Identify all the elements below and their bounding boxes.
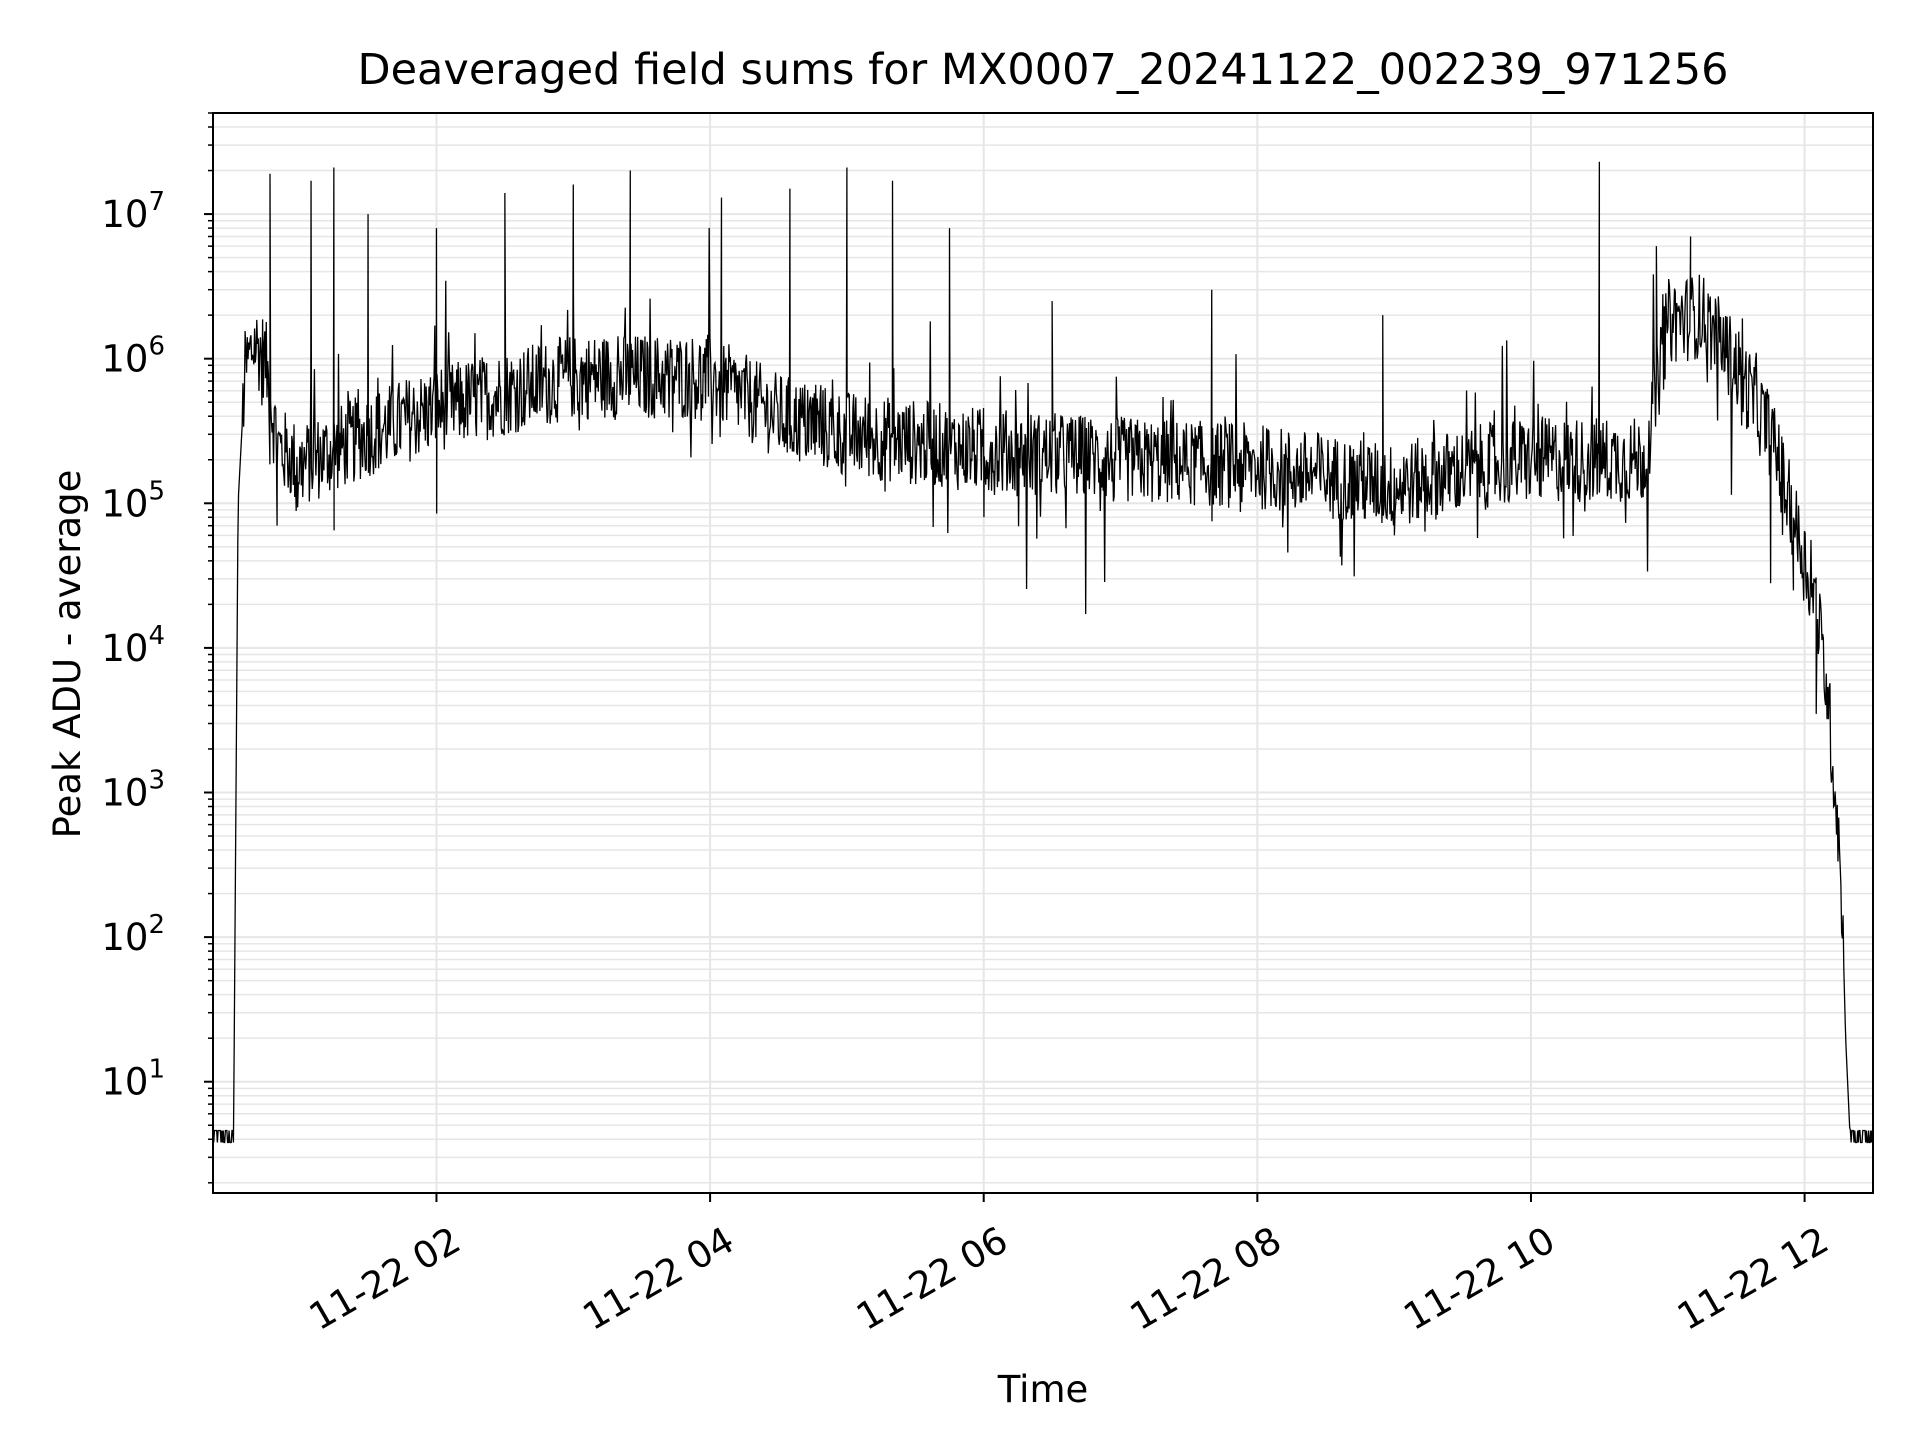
y-tick-label: 103 (101, 766, 165, 815)
y-axis-label: Peak ADU - average (46, 470, 89, 839)
y-tick-label: 102 (101, 910, 165, 959)
series-layer (212, 161, 1873, 1144)
series-line (212, 161, 1873, 1144)
grid-layer (213, 112, 1873, 1193)
x-axis-label: Time (997, 1368, 1089, 1411)
chart-title: Deaveraged field sums for MX0007_2024112… (357, 45, 1728, 95)
y-tick-label: 107 (101, 187, 165, 236)
y-tick-label: 104 (101, 621, 165, 670)
y-tick-label: 106 (101, 332, 165, 381)
y-tick-label: 105 (101, 476, 165, 525)
y-tick-layer: 101 102 103 104 105 106 107 (101, 112, 213, 1184)
y-tick-label: 101 (101, 1055, 165, 1104)
plot-frame (212, 112, 1874, 1194)
